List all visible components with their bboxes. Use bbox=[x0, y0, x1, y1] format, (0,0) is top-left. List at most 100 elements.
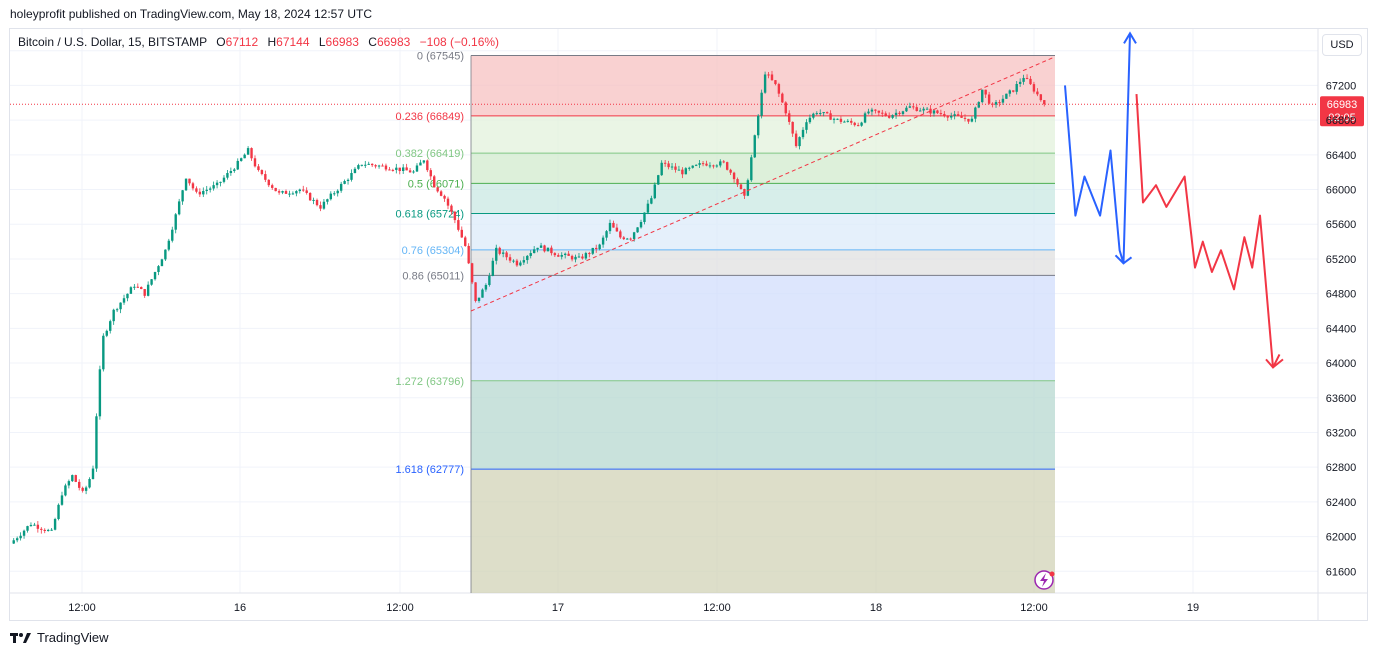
candle-body bbox=[843, 121, 846, 123]
candle-body bbox=[929, 108, 932, 114]
candle-body bbox=[119, 302, 122, 310]
candle-body bbox=[319, 205, 322, 209]
low-value: 66983 bbox=[325, 35, 359, 49]
candle-body bbox=[801, 129, 805, 138]
candle-body bbox=[205, 189, 208, 191]
candle-body bbox=[918, 110, 922, 112]
candle-body bbox=[422, 160, 426, 163]
candle-body bbox=[515, 260, 519, 266]
candle-body bbox=[657, 175, 660, 185]
candle-body bbox=[1005, 93, 1008, 99]
candle-body bbox=[660, 162, 663, 176]
candle-body bbox=[574, 256, 577, 260]
candle-body bbox=[460, 229, 463, 238]
candle-body bbox=[84, 487, 88, 491]
price-axis-label: 63600 bbox=[1326, 393, 1357, 405]
candle-body bbox=[536, 247, 539, 250]
blue-arrowhead-down bbox=[1114, 254, 1133, 265]
candle-body bbox=[333, 193, 336, 195]
candle-body bbox=[439, 191, 443, 196]
candle-body bbox=[846, 120, 850, 122]
candle-body bbox=[271, 185, 274, 188]
candle-body bbox=[550, 247, 553, 254]
candle-body bbox=[736, 179, 739, 185]
candle-body bbox=[40, 528, 43, 530]
candle-body bbox=[281, 191, 284, 193]
symbol-name[interactable]: Bitcoin / U.S. Dollar, 15, BITSTAMP bbox=[18, 35, 207, 49]
candle-body bbox=[360, 164, 364, 166]
candle-body bbox=[274, 187, 277, 192]
projection-path-red[interactable] bbox=[1135, 94, 1281, 369]
candle-body bbox=[453, 211, 457, 221]
candle-body bbox=[429, 170, 432, 177]
trendline[interactable] bbox=[470, 56, 1056, 312]
candle-body bbox=[1015, 83, 1018, 92]
fib-zone-0 bbox=[471, 55, 1055, 116]
fib-zone-0.5 bbox=[471, 183, 1055, 214]
candle-body bbox=[305, 190, 308, 193]
candle-body bbox=[984, 89, 987, 95]
candle-body bbox=[115, 309, 119, 311]
candle-body bbox=[743, 189, 746, 196]
candle-body bbox=[329, 193, 333, 200]
high-label: H bbox=[267, 35, 277, 49]
candle-body bbox=[102, 335, 105, 370]
candle-body bbox=[36, 524, 40, 529]
candle-body bbox=[543, 245, 546, 252]
candle-body bbox=[667, 163, 670, 168]
candle-body bbox=[526, 255, 529, 261]
candle-body bbox=[336, 190, 339, 194]
candle-body bbox=[257, 166, 260, 171]
candle-body bbox=[57, 504, 60, 520]
candle-body bbox=[674, 166, 677, 170]
candle-body bbox=[570, 255, 574, 260]
candle-body bbox=[750, 157, 753, 181]
price-axis-label: 67200 bbox=[1326, 80, 1357, 92]
open-label: O bbox=[216, 35, 226, 49]
candle-body bbox=[856, 125, 860, 127]
fib-label-0.5: 0.5 (66071) bbox=[408, 178, 464, 190]
candle-body bbox=[50, 529, 53, 531]
candle-body bbox=[298, 189, 301, 192]
candle-body bbox=[253, 158, 257, 167]
chart-frame bbox=[9, 28, 1368, 621]
candle-body bbox=[870, 109, 874, 112]
candle-body bbox=[619, 231, 622, 238]
candle-body bbox=[519, 262, 522, 266]
candle-body bbox=[860, 122, 863, 126]
footer-brand-text: TradingView bbox=[37, 630, 109, 645]
candle-body bbox=[691, 165, 694, 168]
candle-body bbox=[601, 237, 605, 245]
candle-body bbox=[794, 133, 798, 147]
candle-body bbox=[160, 259, 164, 267]
candle-body bbox=[374, 165, 377, 167]
candle-body bbox=[219, 181, 222, 183]
candle-body bbox=[229, 171, 233, 174]
candle-body bbox=[884, 113, 887, 116]
candle-body bbox=[763, 74, 767, 93]
candle-body bbox=[584, 253, 588, 259]
candle-body bbox=[505, 252, 508, 258]
candle-body bbox=[877, 110, 881, 113]
candle-body bbox=[53, 519, 57, 530]
candle-body bbox=[529, 253, 532, 256]
footer-brand[interactable]: TradingView bbox=[10, 630, 109, 645]
candle-body bbox=[891, 115, 894, 118]
candle-body bbox=[684, 168, 688, 175]
candle-body bbox=[491, 260, 495, 276]
candle-body bbox=[681, 169, 684, 175]
candle-body bbox=[557, 255, 560, 257]
candle-body bbox=[719, 161, 722, 166]
candle-body bbox=[629, 238, 632, 240]
candle-body bbox=[212, 185, 215, 189]
candle-body bbox=[1032, 84, 1036, 92]
candle-body bbox=[901, 111, 905, 114]
candle-body bbox=[639, 222, 643, 228]
candle-body bbox=[250, 148, 253, 159]
candle-body bbox=[608, 222, 612, 232]
candle-body bbox=[788, 113, 791, 122]
projection-path-blue[interactable] bbox=[1064, 33, 1131, 265]
currency-button[interactable]: USD bbox=[1322, 34, 1362, 56]
candle-body bbox=[88, 479, 91, 488]
